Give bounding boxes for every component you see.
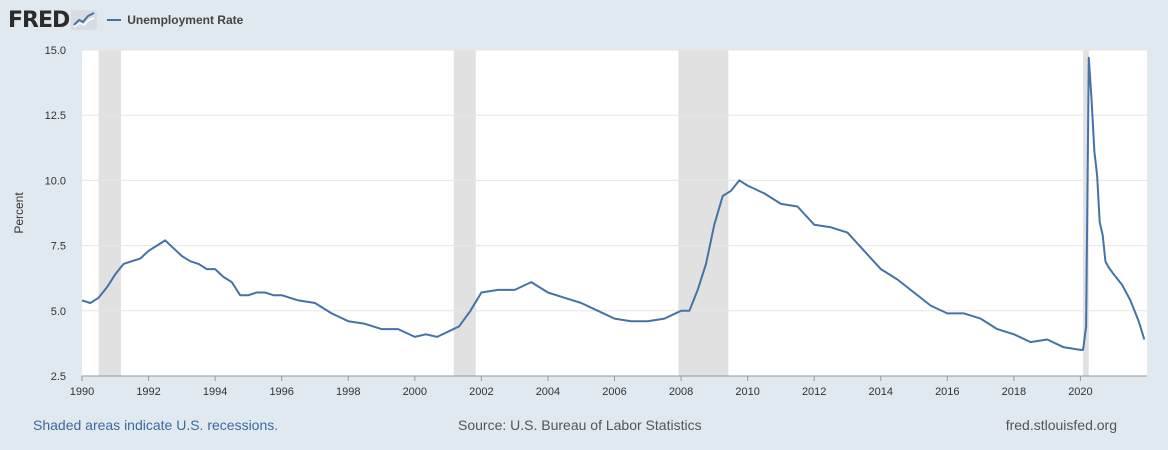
fred-logo[interactable]: FRED (8, 7, 98, 33)
x-tick-label: 1992 (136, 386, 160, 398)
legend-series-label: Unemployment Rate (127, 13, 244, 27)
y-tick-label: 2.5 (51, 371, 66, 383)
x-tick-label: 2010 (735, 386, 759, 398)
chart-header: FRED Unemployment Rate (8, 6, 243, 34)
x-tick-label: 1990 (70, 386, 94, 398)
x-tick-label: 2020 (1068, 386, 1092, 398)
x-tick-label: 2008 (669, 386, 693, 398)
y-axis-label: Percent (12, 192, 26, 234)
x-tick-label: 2018 (1002, 386, 1026, 398)
recession-band (453, 50, 476, 376)
x-tick-label: 1994 (203, 386, 227, 398)
x-tick-label: 2006 (602, 386, 626, 398)
source-note[interactable]: Source: U.S. Bureau of Labor Statistics (458, 417, 702, 433)
x-tick-label: 2014 (869, 386, 893, 398)
legend-swatch (107, 19, 122, 21)
recession-band (1083, 50, 1089, 376)
x-tick-label: 2000 (403, 386, 427, 398)
chart-legend[interactable]: Unemployment Rate (107, 13, 243, 27)
series-line-unemployment-rate (81, 56, 1146, 351)
x-tick-label: 2002 (469, 386, 493, 398)
x-tick-label: 2016 (935, 386, 959, 398)
y-tick-label: 7.5 (51, 241, 66, 253)
fred-logo-text: FRED (8, 7, 70, 33)
y-tick-label: 5.0 (51, 306, 66, 318)
x-tick-label: 2012 (802, 386, 826, 398)
y-tick-label: 15.0 (45, 45, 66, 57)
recession-band (98, 50, 121, 376)
recession-band (678, 50, 729, 376)
x-tick-label: 1998 (336, 386, 360, 398)
plot-area (82, 50, 1147, 376)
y-tick-label: 10.0 (45, 175, 66, 187)
logo-graph-icon (71, 10, 98, 30)
x-tick-label: 1996 (269, 386, 293, 398)
site-link[interactable]: fred.stlouisfed.org (1005, 417, 1117, 433)
x-tick-label: 2004 (536, 386, 560, 398)
recessions-note[interactable]: Shaded areas indicate U.S. recessions. (33, 417, 279, 433)
y-tick-label: 12.5 (45, 110, 66, 122)
